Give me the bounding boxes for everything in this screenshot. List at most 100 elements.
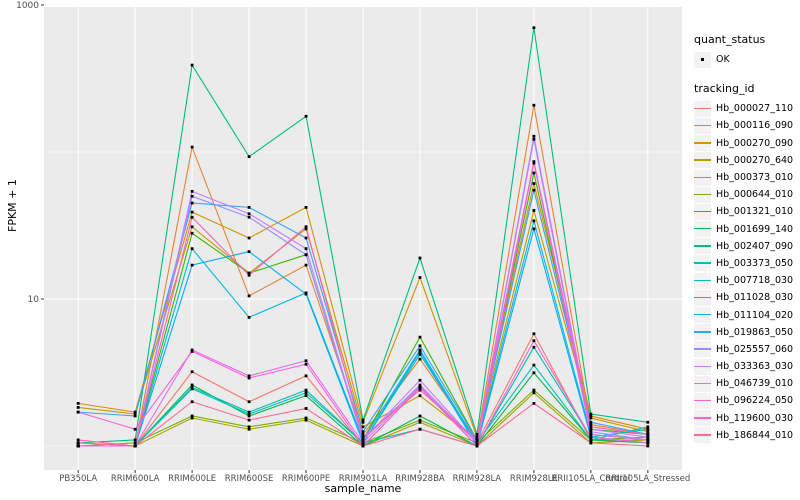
- data-point: [646, 425, 650, 429]
- data-point: [589, 420, 593, 424]
- legend-key-line: [694, 434, 711, 436]
- data-point: [190, 201, 194, 205]
- legend-key-box: [694, 117, 711, 134]
- data-point: [418, 348, 422, 352]
- legend-item: Hb_033363_030: [694, 358, 800, 375]
- legend-key-box: [694, 152, 711, 169]
- data-point: [532, 339, 536, 343]
- data-point: [589, 412, 593, 416]
- data-point: [190, 400, 194, 404]
- data-point: [589, 427, 593, 431]
- x-tick-label: PB350LA: [59, 474, 97, 484]
- legend-item-label: Hb_001321_010: [716, 206, 794, 218]
- data-point: [190, 383, 194, 387]
- legend-item: Hb_025557_060: [694, 341, 800, 358]
- legend-key-box: [694, 307, 711, 324]
- x-tick-label: RRIM928LA: [453, 474, 502, 484]
- data-point: [532, 227, 536, 231]
- legend-item-label: Hb_000270_090: [716, 137, 794, 149]
- data-point: [418, 256, 422, 260]
- data-point: [190, 370, 194, 374]
- legend-item: Hb_000027_110: [694, 100, 800, 117]
- data-point: [247, 410, 251, 414]
- data-point: [247, 400, 251, 404]
- data-point: [532, 137, 536, 141]
- legend-key-line: [694, 124, 711, 127]
- data-point: [589, 441, 593, 445]
- data-point: [304, 418, 308, 422]
- data-point: [589, 414, 593, 418]
- legend-item: Hb_007718_030: [694, 272, 800, 289]
- data-point: [589, 416, 593, 420]
- legend-item-label: Hb_002407_090: [716, 240, 794, 252]
- legend-item-label: Hb_000027_110: [716, 103, 794, 115]
- x-tick-label: RRIM600SE: [225, 474, 274, 484]
- data-point: [532, 161, 536, 165]
- data-point: [418, 352, 422, 356]
- data-point: [247, 215, 251, 219]
- legend-key-line: [694, 348, 711, 350]
- data-point: [304, 247, 308, 251]
- data-point: [304, 227, 308, 231]
- data-point: [247, 205, 251, 209]
- legend-item-label: Hb_007718_030: [716, 275, 794, 287]
- data-point: [418, 335, 422, 339]
- data-point: [133, 438, 137, 442]
- data-point: [361, 430, 365, 434]
- data-point: [133, 410, 137, 414]
- data-point: [247, 427, 251, 431]
- data-point: [304, 388, 308, 392]
- legend-item: Hb_011028_030: [694, 289, 800, 306]
- data-point: [304, 205, 308, 209]
- data-point: [361, 420, 365, 424]
- data-point: [247, 376, 251, 380]
- data-point: [304, 236, 308, 240]
- data-point: [361, 435, 365, 439]
- data-point: [190, 231, 194, 235]
- data-point: [247, 273, 251, 277]
- legend-item-label: Hb_025557_060: [716, 343, 794, 355]
- data-point: [247, 412, 251, 416]
- data-point: [304, 394, 308, 398]
- data-point: [304, 416, 308, 420]
- data-point: [646, 430, 650, 434]
- data-point: [190, 189, 194, 193]
- data-point: [304, 362, 308, 366]
- data-point: [190, 145, 194, 149]
- data-point: [418, 357, 422, 361]
- data-point: [76, 410, 80, 414]
- data-point: [589, 438, 593, 442]
- data-point: [190, 387, 194, 391]
- legend-item-label: Hb_119600_030: [716, 412, 794, 424]
- data-point: [247, 155, 251, 159]
- legend-item: Hb_000270_090: [694, 135, 800, 152]
- data-point: [532, 134, 536, 138]
- data-point: [418, 378, 422, 382]
- legend-key-box: [694, 51, 711, 68]
- data-point: [361, 418, 365, 422]
- data-point: [418, 427, 422, 431]
- legend-item-label: Hb_033363_030: [716, 361, 794, 373]
- data-point: [190, 63, 194, 67]
- legend-item: Hb_046739_010: [694, 375, 800, 392]
- data-point: [247, 212, 251, 216]
- legend-item-label: Hb_011028_030: [716, 292, 794, 304]
- data-point: [418, 276, 422, 279]
- legend-tracking-id: tracking_id Hb_000027_110 Hb_000116_090 Hb…: [694, 82, 800, 444]
- data-point: [190, 210, 194, 214]
- point-symbol-icon: [700, 57, 704, 62]
- legend-key-line: [694, 107, 711, 110]
- data-point: [646, 420, 650, 424]
- x-tick-label: RRIM901LA: [339, 474, 388, 484]
- data-point: [532, 182, 536, 185]
- data-point: [304, 263, 308, 267]
- legend-key-line: [694, 159, 711, 161]
- legend-item-label: Hb_001699_140: [716, 223, 794, 235]
- data-point: [418, 344, 422, 348]
- data-point: [361, 441, 365, 445]
- data-point: [589, 425, 593, 429]
- legend-item-label: Hb_096224_050: [716, 395, 794, 407]
- x-tick-label: RRIM928BA: [395, 474, 445, 484]
- data-point: [532, 171, 536, 175]
- legend-key-box: [694, 135, 711, 152]
